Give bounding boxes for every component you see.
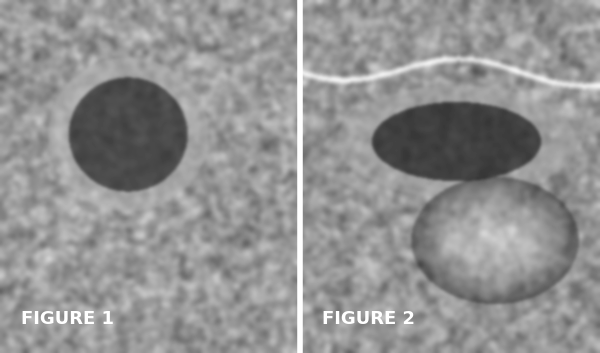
Text: FIGURE 1: FIGURE 1	[21, 310, 114, 328]
Text: FIGURE 2: FIGURE 2	[322, 310, 415, 328]
